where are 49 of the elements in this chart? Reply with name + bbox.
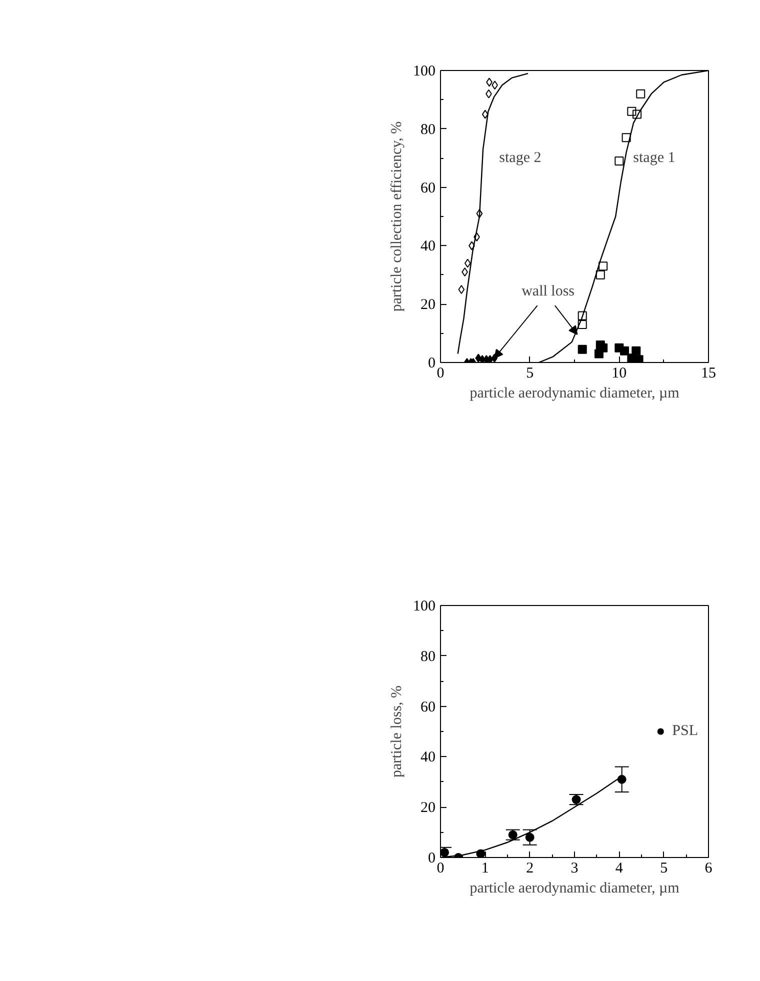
point (632, 110, 642, 119)
point (598, 262, 608, 271)
x-axis-title: particle aerodynamic diameter, µm (470, 386, 680, 402)
y-axis-title: particle loss, % (389, 685, 405, 778)
x-tick-label: 10 (612, 366, 627, 382)
x-tick-label: 4 (615, 860, 624, 876)
point (508, 830, 518, 840)
point (620, 346, 630, 356)
point (578, 320, 587, 330)
x-tick-label: 5 (660, 860, 668, 876)
point (578, 344, 587, 354)
point (578, 311, 587, 320)
annotation: wall loss (522, 284, 575, 300)
point (458, 285, 465, 294)
x-tick-label: 6 (704, 860, 713, 876)
y-tick-label: 0 (428, 356, 436, 372)
x-tick-label: 1 (481, 860, 489, 876)
y-tick-label: 40 (420, 750, 436, 766)
x-tick-label: 2 (526, 860, 534, 876)
point (596, 270, 605, 280)
point (622, 133, 631, 142)
text: stage 2 (499, 150, 542, 166)
x-tick-label: 15 (701, 366, 716, 382)
y-tick-label: 80 (420, 122, 436, 138)
point (632, 346, 641, 356)
y-tick-label: 60 (420, 699, 436, 716)
y-tick-label: 0 (428, 850, 436, 866)
point (614, 156, 624, 166)
point (440, 848, 450, 857)
point (627, 106, 636, 116)
point (464, 258, 471, 268)
y-tick-label: 100 (413, 64, 436, 80)
point (525, 832, 534, 842)
y-tick-label: 40 (420, 238, 436, 255)
y-tick-label: 100 (413, 598, 436, 614)
point (617, 774, 626, 784)
point (636, 89, 646, 98)
point (572, 795, 581, 804)
y-tick-label: 60 (420, 180, 436, 196)
y-tick-label: 20 (420, 800, 436, 816)
y-axis-title: particle collection efficiency, % (389, 121, 405, 312)
x-axis-title: particle aerodynamic diameter, µm (470, 880, 680, 896)
legend-label: PSL (672, 722, 698, 740)
y-tick-label: 20 (420, 297, 436, 314)
point (476, 209, 483, 218)
x-tick-label: 5 (526, 366, 534, 382)
series-label: stage 1 (633, 150, 676, 166)
y-tick-label: 80 (420, 648, 436, 665)
x-tick-label: 3 (570, 860, 578, 876)
